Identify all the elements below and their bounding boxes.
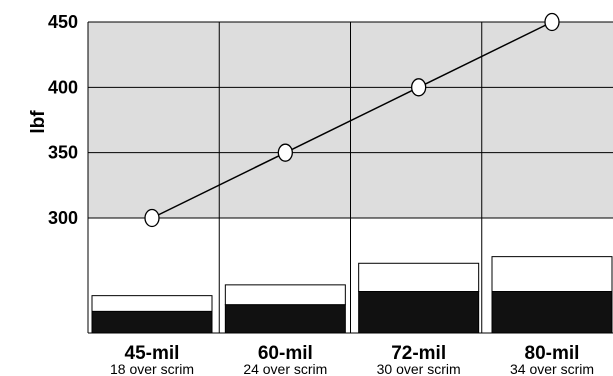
category-detail-3: 34 over scrim (510, 361, 594, 376)
series-line (151, 21, 553, 219)
category-detail-0: 18 over scrim (110, 361, 194, 376)
y-tick-label-1: 350 (48, 143, 78, 163)
category-label-0: 45-mil (125, 343, 180, 364)
category-detail-1: 24 over scrim (243, 361, 327, 376)
layer-upper-3 (491, 256, 613, 293)
layer-lower-1 (224, 304, 346, 334)
grid-lines (88, 21, 613, 333)
y-tick-label-2: 400 (48, 77, 78, 97)
axis (87, 22, 613, 334)
membrane-layers (91, 256, 613, 334)
category-label-2: 72-mil (391, 343, 446, 364)
data-point-3 (544, 12, 560, 32)
data-point-0 (144, 208, 160, 228)
data-point-1 (277, 143, 293, 162)
data-point-2 (411, 78, 427, 97)
y-axis-label: lbf (28, 110, 49, 134)
y-tick-labels: 300 350 400 450 (48, 12, 78, 228)
y-tick-label-0: 300 (48, 208, 78, 228)
y-tick-label-3: 450 (48, 12, 78, 32)
category-detail-2: 30 over scrim (377, 361, 461, 376)
category-label-3: 80-mil (525, 343, 580, 364)
data-series (144, 12, 560, 228)
layer-lower-2 (358, 291, 480, 334)
layer-upper-1 (224, 284, 346, 306)
layer-upper-0 (91, 295, 213, 312)
layer-upper-2 (358, 262, 480, 292)
layer-lower-0 (91, 310, 213, 334)
layer-lower-3 (491, 291, 613, 334)
category-label-1: 60-mil (258, 343, 313, 364)
